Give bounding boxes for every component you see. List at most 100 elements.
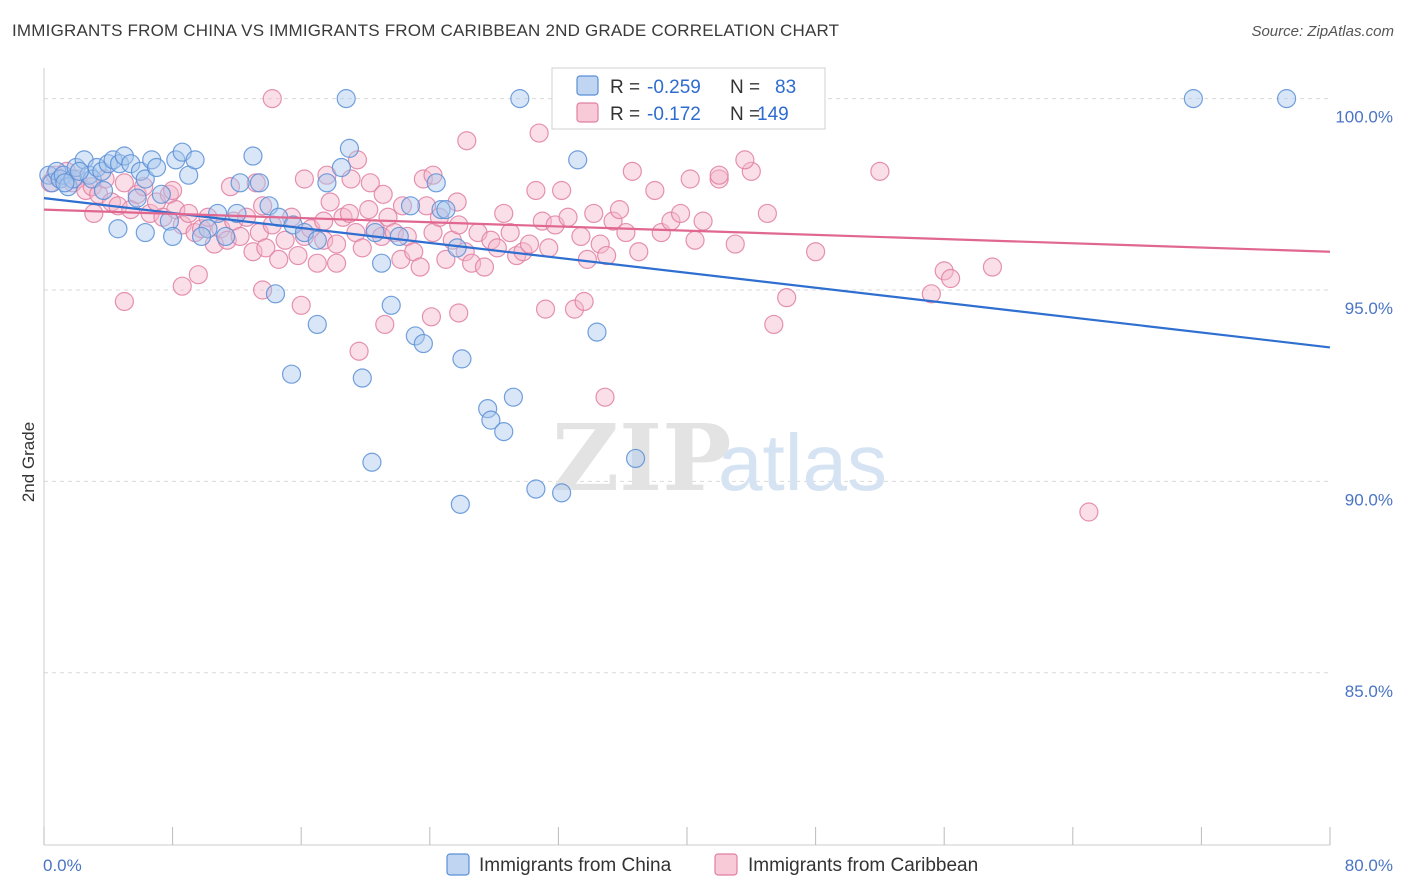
legend-swatch-carib — [576, 102, 599, 123]
china-point — [166, 150, 186, 170]
china-point — [151, 184, 171, 204]
caribbean-point — [870, 161, 890, 181]
china-point — [92, 161, 112, 181]
legend-swatch-china — [576, 75, 599, 96]
caribbean-point — [114, 291, 134, 312]
y-axis-label: 2nd Grade — [19, 422, 38, 502]
caribbean-point — [253, 196, 273, 216]
source-label: Source: ZipAtlas.com — [1251, 23, 1394, 40]
caribbean-point — [339, 203, 360, 224]
china-point — [93, 180, 114, 201]
china-point — [362, 452, 382, 472]
caribbean-point — [359, 200, 379, 220]
watermark-atlas: atlas — [718, 418, 887, 507]
caribbean-point — [519, 234, 540, 254]
y-axis-title: 2nd Grade — [19, 422, 38, 502]
china-point — [163, 226, 183, 247]
china-point — [146, 157, 167, 178]
caribbean-point — [725, 234, 745, 254]
caribbean-point — [449, 303, 469, 323]
caribbean-point — [934, 261, 954, 281]
y-tick-label: 90.0% — [1345, 490, 1393, 509]
caribbean-point — [436, 249, 456, 269]
caribbean-point — [693, 211, 713, 231]
china-point — [405, 326, 425, 346]
china-point — [249, 173, 270, 193]
caribbean-point — [680, 169, 700, 189]
caribbean-point — [982, 257, 1003, 277]
caribbean-point — [777, 288, 797, 308]
caribbean-point — [764, 314, 784, 335]
china-point — [478, 399, 498, 419]
china-point — [55, 173, 75, 193]
china-point — [331, 157, 351, 178]
axes: 100.0% 95.0% 90.0% 85.0% 0.0% 80.0% — [43, 68, 1393, 875]
china-point — [1183, 89, 1203, 109]
x-tick-label: 80.0% — [1345, 856, 1393, 875]
caribbean-point — [487, 238, 507, 258]
caribbean-point — [291, 295, 311, 315]
caribbean-trend-line — [43, 208, 1331, 253]
caribbean-point — [243, 242, 263, 262]
caribbean-point — [526, 180, 546, 201]
caribbean-point — [529, 123, 549, 143]
caribbean-point — [347, 150, 368, 170]
y-tick-label: 100.0% — [1335, 108, 1393, 127]
china-point — [503, 387, 523, 407]
caribbean-point — [349, 341, 369, 361]
caribbean-point — [413, 169, 433, 189]
caribbean-point — [421, 307, 442, 327]
caribbean-point — [735, 150, 755, 170]
caribbean-point — [616, 222, 636, 243]
china-point — [216, 226, 236, 247]
china-point — [552, 483, 572, 503]
caribbean-point — [288, 245, 308, 266]
caribbean-point — [474, 257, 495, 277]
caribbean-point — [564, 299, 585, 319]
caribbean-point — [921, 284, 941, 304]
y-tick-label: 85.0% — [1345, 682, 1393, 701]
caribbean-point — [757, 203, 777, 224]
china-point — [436, 200, 456, 220]
bottom-legend-label-carib: Immigrants from Caribbean — [748, 855, 978, 876]
china-point — [1276, 89, 1297, 109]
china-point — [307, 314, 327, 335]
watermark-zip: ZIP — [552, 404, 731, 512]
caribbean-point — [360, 173, 380, 193]
china-point — [568, 150, 588, 170]
x-tick-label: 0.0% — [43, 856, 82, 875]
watermark: ZIP atlas — [552, 404, 887, 512]
caribbean-point — [461, 253, 482, 273]
china-point — [191, 226, 212, 247]
legend-n-label-china: N = — [730, 77, 760, 98]
china-point — [127, 188, 147, 208]
china-point — [198, 219, 218, 239]
caribbean-point — [622, 161, 642, 181]
caribbean-point — [494, 203, 514, 224]
caribbean-point — [262, 89, 282, 109]
caribbean-point — [326, 253, 347, 273]
legend-r-value-china: -0.259 — [647, 77, 701, 98]
legend-r-value-carib: -0.172 — [647, 104, 701, 125]
caribbean-point — [294, 169, 315, 189]
china-point — [135, 169, 155, 189]
caribbean-point — [134, 177, 154, 197]
caribbean-point — [447, 192, 467, 212]
bottom-legend-label-china: Immigrants from China — [479, 855, 672, 876]
caribbean-point — [805, 242, 826, 262]
legend-n-value-china: 83 — [775, 77, 796, 98]
caribbean-point — [1079, 502, 1099, 522]
legend-n-value-carib: 149 — [757, 104, 789, 125]
caribbean-point — [416, 196, 437, 216]
china-point — [185, 150, 205, 170]
caribbean-point — [449, 215, 469, 235]
china-point — [413, 333, 433, 354]
bottom-legend-swatch-china — [446, 853, 470, 876]
china-point — [121, 154, 141, 174]
china-point — [452, 349, 472, 369]
caribbean-point — [84, 203, 104, 224]
caribbean-point — [941, 268, 961, 289]
caribbean-point — [220, 177, 241, 197]
caribbean-point — [670, 203, 691, 224]
